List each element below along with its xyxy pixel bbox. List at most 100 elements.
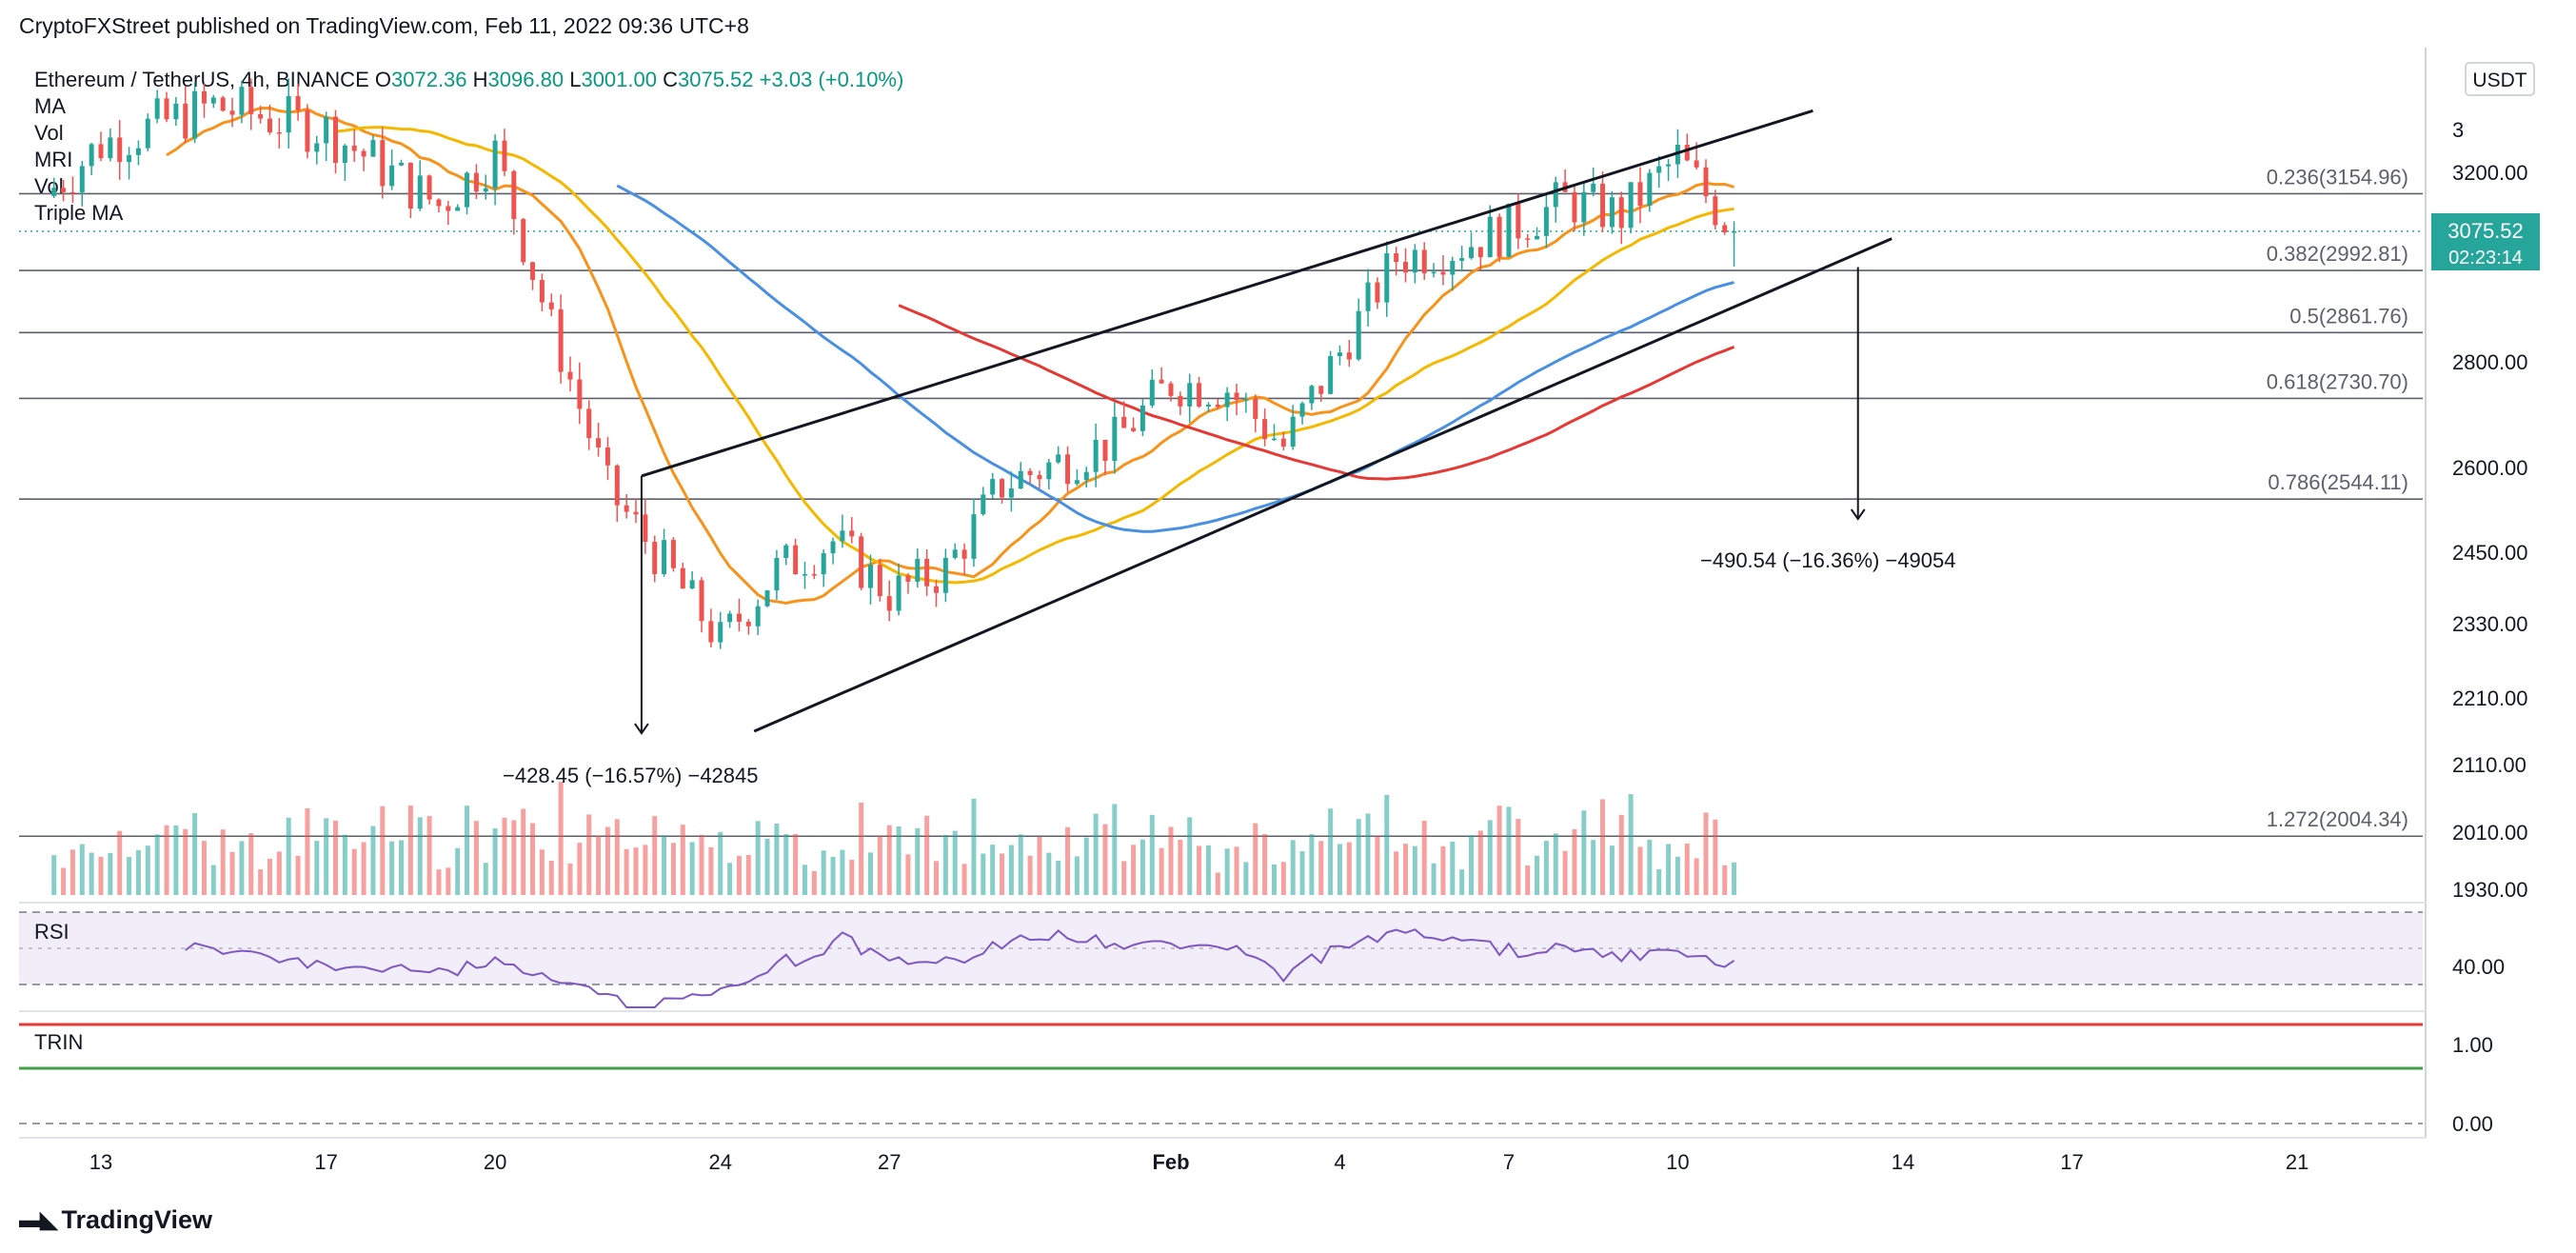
moving-averages [166, 106, 1735, 606]
ma-blue-line [616, 184, 1734, 533]
candle-body [1459, 258, 1465, 261]
candle-body [1581, 191, 1587, 223]
candle-body [1083, 471, 1089, 481]
volume-bar [1346, 842, 1352, 895]
time-axis-label: 10 [1666, 1150, 1689, 1174]
candle-body [1102, 439, 1108, 462]
candle-body [183, 103, 188, 139]
volume-bar [417, 817, 423, 895]
candle-body [708, 621, 714, 643]
price-axis[interactable]: 3200.00 2800.00 2600.00 2450.00 2330.00 2210.… [2452, 118, 2528, 902]
trin-label[interactable]: TRIN [34, 1030, 83, 1054]
volume-bar [492, 827, 498, 895]
volume-bar [1487, 820, 1493, 895]
candlesticks [51, 78, 1737, 649]
volume-bar [1159, 847, 1164, 895]
volume-bar [1572, 828, 1577, 895]
volume-bar [258, 869, 264, 895]
candle-body [135, 148, 141, 155]
volume-bar [455, 847, 461, 895]
trin-axis-label-0: 0.00 [2452, 1112, 2493, 1136]
volume-bar [1647, 839, 1653, 895]
fib-level-label: 0.786(2544.11) [2268, 470, 2408, 494]
candle-body [51, 188, 57, 196]
candle-body [1139, 405, 1145, 431]
volume-bar [324, 818, 329, 895]
volume-bar [154, 834, 160, 895]
volume-bar [511, 820, 517, 895]
volume-bar [745, 854, 751, 895]
rsi-label[interactable]: RSI [34, 920, 69, 944]
volume-bar [61, 867, 67, 895]
volume-bar [699, 834, 704, 895]
volume-bar [793, 833, 799, 895]
candle-body [774, 557, 780, 591]
candle-body [840, 530, 845, 542]
candle-body [764, 590, 770, 607]
price-axis-label: 2210.00 [2452, 686, 2528, 710]
volume-bar [108, 852, 113, 895]
candle-body [89, 144, 94, 167]
ma-gold-line [335, 126, 1734, 585]
indicator-ma[interactable]: MA [34, 94, 66, 118]
candle-body [1112, 416, 1118, 462]
fib-level-label: 1.272(2004.34) [2267, 807, 2408, 831]
candle-body [79, 166, 85, 193]
candle-body [1018, 470, 1023, 489]
volume-bar [867, 852, 873, 895]
candle-body [859, 536, 864, 588]
candle-body [1178, 395, 1183, 407]
candle-body [1074, 480, 1080, 485]
volume-bar [351, 848, 357, 895]
candle-body [1516, 203, 1521, 239]
candle-body [351, 145, 357, 151]
volume-bar [708, 846, 714, 895]
candle-body [417, 175, 423, 209]
volume-bar [1197, 845, 1202, 895]
candle-body [1543, 207, 1549, 236]
symbol-title[interactable]: Ethereum / TetherUS, 4h, BINANCE [34, 68, 369, 91]
candle-body [952, 549, 958, 558]
volume-bar [173, 825, 179, 895]
currency-badge[interactable] [2465, 62, 2535, 96]
time-axis[interactable]: 13 17 20 24 27 Feb 4 7 10 14 17 21 [89, 1150, 2309, 1174]
candle-body [1168, 383, 1174, 396]
candle-body [1703, 167, 1709, 197]
candle-body [258, 113, 264, 119]
candle-body [502, 140, 507, 171]
candle-body [727, 613, 733, 623]
candle-body [1243, 399, 1249, 401]
volume-bar [718, 831, 723, 895]
volume-bar [1309, 834, 1315, 895]
volume-bar [577, 843, 583, 895]
price-axis-label: 3200.00 [2452, 161, 2528, 185]
candle-body [492, 140, 498, 189]
volume-bar [1674, 856, 1680, 895]
volume-bar [643, 845, 648, 895]
volume-bar [192, 812, 198, 895]
volume-bar [295, 855, 301, 895]
candle-body [239, 87, 245, 115]
candle-body [1506, 203, 1512, 257]
tradingview-logo[interactable]: ▬◣ TradingView [19, 1205, 212, 1235]
candle-body [1271, 438, 1277, 441]
fib-level-label: 0.236(3154.96) [2267, 165, 2408, 189]
candle-body [633, 511, 639, 515]
time-axis-label: 20 [484, 1150, 506, 1174]
candle-body [1337, 352, 1342, 357]
candle-body [127, 154, 132, 163]
volume-bar [370, 825, 376, 895]
candle-body [511, 170, 517, 220]
volume-bar [426, 816, 432, 895]
indicator-mri[interactable]: MRI [34, 148, 73, 171]
candle-body [1722, 225, 1728, 233]
time-axis-label: 17 [2060, 1150, 2083, 1174]
indicator-triple-ma[interactable]: Triple MA [34, 201, 124, 225]
candle-body [69, 191, 75, 194]
volume-bar [89, 852, 94, 895]
candle-body [1205, 404, 1211, 407]
volume-bar [539, 849, 545, 895]
indicator-vol[interactable]: Vol [34, 121, 64, 145]
candle-body [934, 586, 940, 593]
